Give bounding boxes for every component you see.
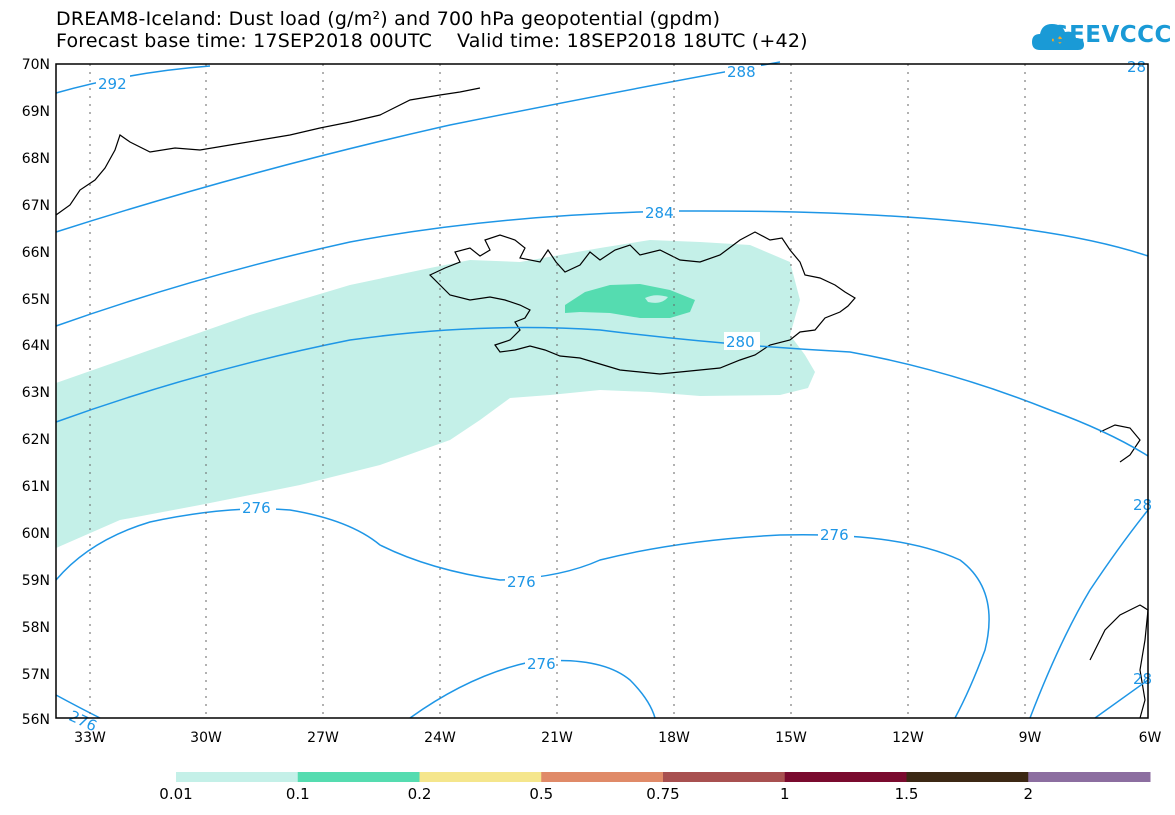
logo-text: SEEVCCC [1052, 22, 1172, 48]
lon-label-33w: 33W [74, 730, 106, 746]
lat-label-65n: 65N [22, 292, 50, 308]
colorbar-segment [663, 772, 786, 782]
contour-label-276-d: 276 [527, 655, 556, 673]
lat-label-60n: 60N [22, 526, 50, 542]
map-frame [55, 63, 1149, 719]
contour-284 [55, 210, 1149, 327]
contour-276-a [55, 508, 990, 719]
colorbar-segment [906, 772, 1029, 782]
lat-label-66n: 66N [22, 245, 50, 261]
colorbar-segment [176, 772, 299, 782]
contour-label-28-b: 28 [1133, 496, 1152, 514]
contour-label-284: 284 [645, 204, 674, 222]
dust-area-mid [565, 284, 695, 318]
lon-label-24w: 24W [424, 730, 456, 746]
colorbar-segment [784, 772, 907, 782]
lat-label-70n: 70N [22, 57, 50, 73]
colorbar-segment [1028, 772, 1151, 782]
lat-label-68n: 68N [22, 151, 50, 167]
colorbar-tick-label: 0.01 [159, 785, 193, 803]
longitude-axis: 33W 30W 27W 24W 21W 18W 15W 12W 9W 6W [74, 730, 1161, 746]
map-title: DREAM8-Iceland: Dust load (g/m²) and 700… [56, 8, 721, 30]
contour-276-b [409, 659, 656, 719]
latitude-axis: 70N 69N 68N 67N 66N 65N 64N 63N 62N 61N … [22, 57, 50, 728]
dust-area-low [56, 240, 815, 548]
contour-label-276-b: 276 [507, 573, 536, 591]
faroe-coastline [1099, 424, 1141, 463]
lon-label-30w: 30W [190, 730, 222, 746]
contour-label-280: 280 [726, 333, 755, 351]
contour-label-276-a: 276 [242, 499, 271, 517]
contour-label-276-c: 276 [820, 526, 849, 544]
colorbar-tick-label: 0.1 [285, 785, 310, 803]
map-subtitle: Forecast base time: 17SEP2018 00UTC Vali… [56, 30, 808, 52]
contour-label-28-a: 28 [1127, 58, 1146, 76]
cloud-icon [1032, 24, 1084, 50]
lat-label-63n: 63N [22, 385, 50, 401]
lat-label-61n: 61N [22, 479, 50, 495]
lat-label-59n: 59N [22, 573, 50, 589]
graticule [89, 64, 1026, 718]
contour-276-c [55, 694, 101, 719]
colorbar-tick-label: 2 [1023, 785, 1034, 803]
contour-28-se [1094, 679, 1149, 719]
geopotential-contours [55, 61, 1149, 719]
lon-label-27w: 27W [307, 730, 339, 746]
lon-label-18w: 18W [658, 730, 690, 746]
lon-label-12w: 12W [892, 730, 924, 746]
lat-label-57n: 57N [22, 667, 50, 683]
colorbar-tick-label: 1.5 [894, 785, 919, 803]
lat-label-58n: 58N [22, 620, 50, 636]
lon-label-15w: 15W [775, 730, 807, 746]
lat-label-64n: 64N [22, 338, 50, 354]
contour-label-292: 292 [98, 75, 127, 93]
contour-292 [55, 65, 211, 94]
greenland-coastline [55, 87, 481, 216]
contour-28-east [1029, 509, 1149, 719]
lat-label-67n: 67N [22, 198, 50, 214]
colorbar-tick-label: 0.75 [646, 785, 680, 803]
contour-label-28-c: 28 [1133, 670, 1152, 688]
colorbar-tick-label: 0.2 [407, 785, 432, 803]
contour-label-288: 288 [727, 63, 756, 81]
contour-280 [55, 326, 1149, 457]
iceland-coastline [428, 231, 856, 375]
colorbar [176, 772, 1151, 782]
lat-label-62n: 62N [22, 432, 50, 448]
colorbar-tick-label: 0.5 [529, 785, 554, 803]
lon-label-9w: 9W [1019, 730, 1042, 746]
colorbar-tick-label: 1 [779, 785, 790, 803]
colorbar-segment [297, 772, 420, 782]
colorbar-segment [419, 772, 542, 782]
lon-label-21w: 21W [541, 730, 573, 746]
lon-label-6w: 6W [1139, 730, 1162, 746]
lat-label-69n: 69N [22, 104, 50, 120]
lat-label-56n: 56N [22, 712, 50, 728]
colorbar-segment [541, 772, 664, 782]
contour-288 [55, 61, 781, 233]
